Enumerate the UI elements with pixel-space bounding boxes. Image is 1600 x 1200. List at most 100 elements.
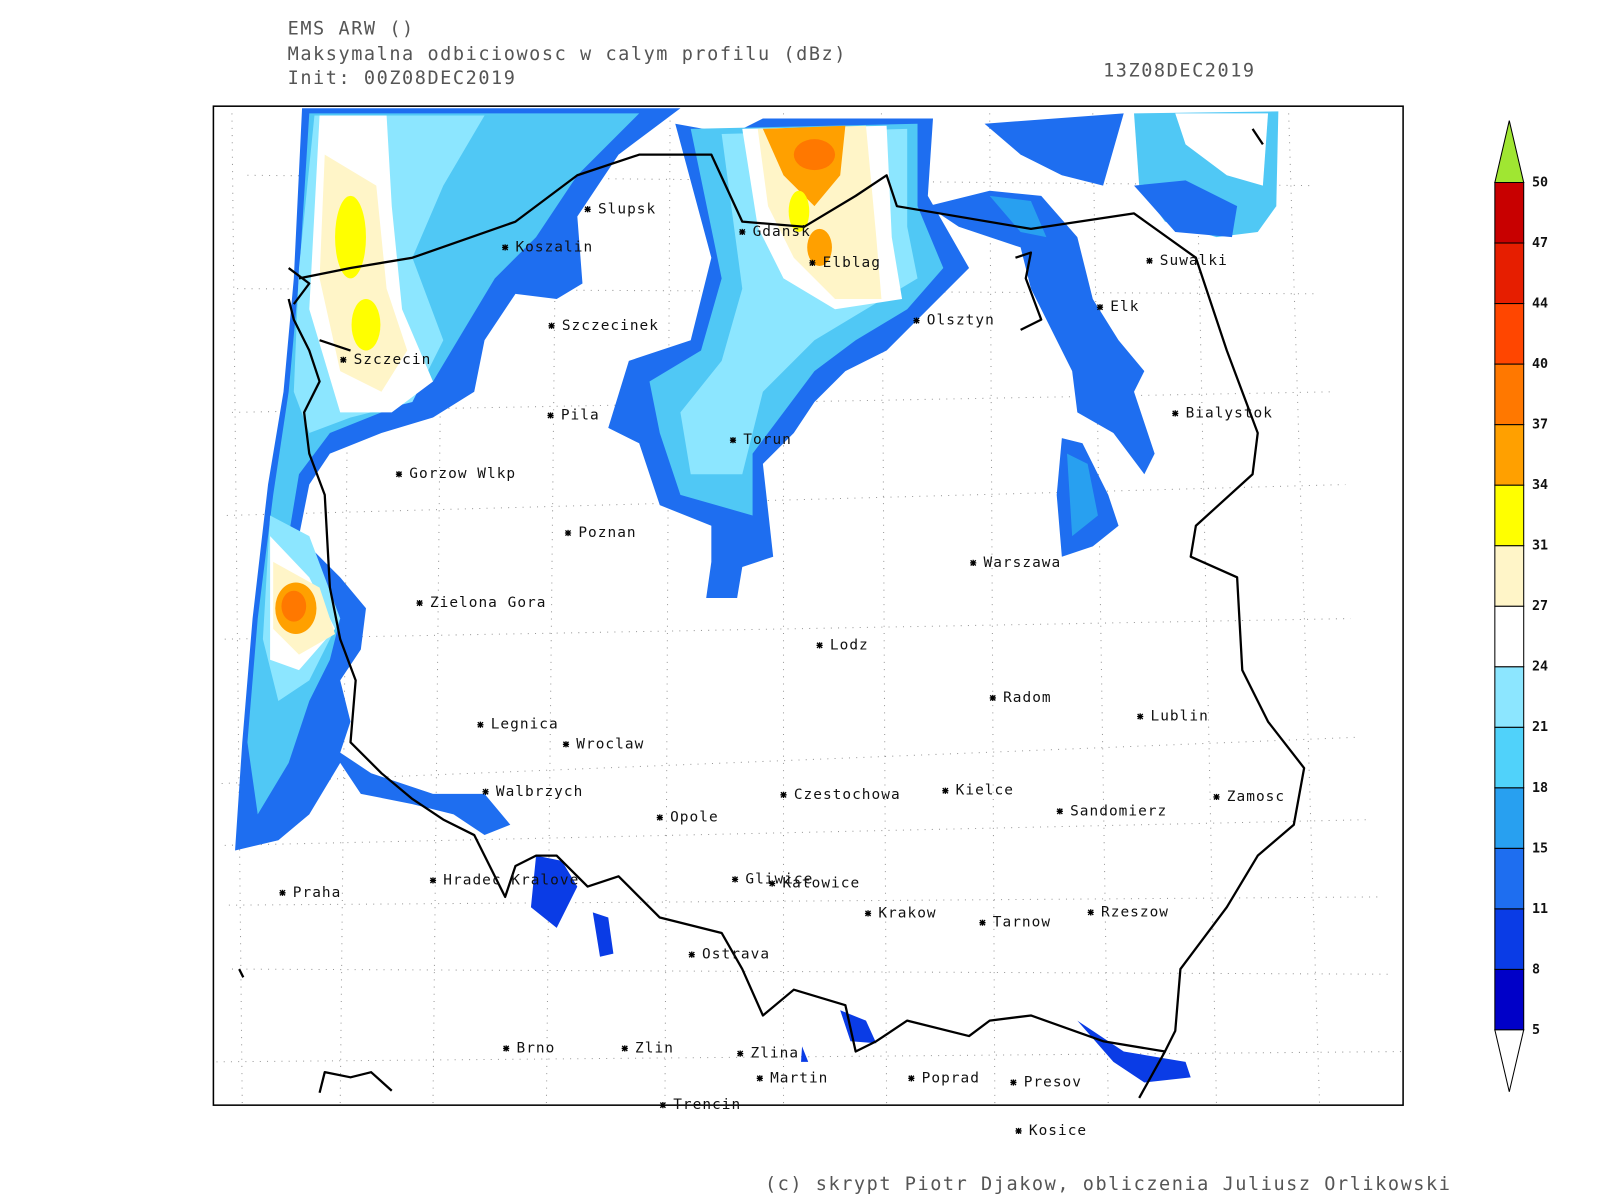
- city-marker: [979, 919, 986, 926]
- colorbar-label: 5: [1532, 1023, 1540, 1038]
- city-label: Czestochowa: [794, 787, 901, 803]
- city-marker: [1087, 909, 1094, 916]
- colorbar-label: 37: [1532, 418, 1548, 433]
- city-marker: [739, 228, 746, 236]
- city-label: Elblag: [823, 255, 881, 271]
- city-label: Warszawa: [984, 555, 1062, 571]
- city-marker: [1015, 1127, 1022, 1135]
- city-marker: [688, 951, 695, 958]
- city-marker: [1172, 410, 1179, 417]
- valid-time: 13Z08DEC2019: [1103, 61, 1256, 82]
- city-label: Bialystok: [1186, 405, 1273, 421]
- city-marker: [395, 471, 403, 478]
- city-marker: [780, 791, 787, 798]
- city-marker: [279, 889, 286, 896]
- city-marker: [809, 259, 816, 266]
- city-label: Wroclaw: [576, 736, 644, 752]
- colorbar-segment: [1494, 242, 1525, 305]
- city-label: Poprad: [922, 1070, 980, 1086]
- model-title: EMS ARW (): [288, 18, 415, 39]
- city-marker: [970, 559, 977, 566]
- city-labels: Slupsk Koszalin Gdansk Elblag Suwalki Elk Olsz…: [279, 201, 1285, 1139]
- colorbar-label: 34: [1532, 478, 1548, 493]
- city-marker: [503, 1045, 510, 1052]
- colorbar-segment: [1494, 363, 1525, 426]
- city-label: Poznan: [578, 525, 636, 541]
- city-marker: [756, 1075, 763, 1082]
- city-marker: [502, 244, 509, 251]
- city-marker: [1056, 808, 1063, 815]
- map: Slupsk Koszalin Gdansk Elblag Suwalki Elk Olsz…: [212, 105, 1404, 1139]
- city-label: Zlina: [751, 1046, 800, 1062]
- colorbar-under: [1494, 1029, 1525, 1092]
- colorbar-segment: [1494, 484, 1525, 547]
- city-marker: [769, 880, 776, 887]
- colorbar-label: 18: [1532, 781, 1548, 796]
- map-frame: [212, 105, 1404, 1106]
- city-marker: [1010, 1079, 1017, 1086]
- city-marker: [1213, 793, 1220, 800]
- colorbar-label: 24: [1532, 660, 1548, 675]
- city-marker: [477, 721, 484, 728]
- city-label: Kielce: [956, 783, 1014, 799]
- city-marker: [340, 356, 347, 363]
- city-marker: [429, 877, 437, 884]
- city-label: Zamosc: [1227, 789, 1285, 805]
- city-label: Martin: [770, 1070, 828, 1086]
- colorbar-segment: [1494, 303, 1525, 365]
- colorbar-label: 27: [1532, 599, 1548, 614]
- colorbar-segment: [1494, 605, 1525, 668]
- colorbar-segment: [1494, 666, 1525, 728]
- city-marker: [908, 1075, 915, 1082]
- city-label: Tarnow: [993, 915, 1051, 931]
- city-marker: [656, 814, 663, 821]
- city-label: Zlin: [635, 1040, 674, 1056]
- city-marker: [547, 412, 554, 419]
- colorbar-label: 8: [1532, 962, 1540, 977]
- city-label: Elk: [1110, 299, 1139, 315]
- colorbar-label: 47: [1532, 236, 1548, 251]
- init-time: Init: 00Z08DEC2019: [288, 68, 517, 89]
- reflectivity-field: [235, 108, 1279, 1083]
- city-label: Gdansk: [753, 224, 811, 240]
- city-marker: [564, 529, 572, 537]
- city-marker: [548, 322, 555, 329]
- city-marker: [737, 1050, 744, 1057]
- city-label: Praha: [293, 885, 342, 901]
- city-marker: [864, 910, 872, 917]
- colorbar-label: 15: [1532, 841, 1548, 856]
- city-marker: [621, 1045, 628, 1052]
- city-marker: [1146, 257, 1153, 264]
- city-marker: [729, 437, 737, 444]
- colorbar-label: 31: [1532, 539, 1548, 554]
- field-title: Maksymalna odbiciowosc w calym profilu (…: [288, 44, 847, 65]
- city-label: Gliwice: [745, 871, 813, 887]
- city-label: Slupsk: [598, 201, 656, 217]
- colorbar-segment: [1494, 847, 1525, 910]
- city-marker: [942, 787, 949, 794]
- colorbar-label: 50: [1532, 175, 1548, 190]
- city-marker: [482, 788, 489, 795]
- colorbar-label: 40: [1532, 357, 1548, 372]
- city-label: Walbrzych: [496, 784, 583, 800]
- city-label: Rzeszow: [1101, 904, 1169, 920]
- city-label: Gorzow Wlkp: [409, 466, 516, 482]
- city-label: Koszalin: [515, 239, 593, 255]
- colorbar-segment: [1494, 908, 1525, 970]
- city-marker: [562, 741, 570, 748]
- city-marker: [1137, 713, 1144, 720]
- city-marker: [659, 1102, 666, 1109]
- colorbar-segment: [1494, 968, 1525, 1031]
- city-label: Suwalki: [1160, 253, 1228, 269]
- colorbar-segment: [1494, 726, 1525, 789]
- city-label: Zielona Gora: [430, 595, 547, 611]
- city-label: Olsztyn: [927, 313, 995, 329]
- borders: [238, 128, 1306, 1099]
- colorbar-segment: [1494, 545, 1525, 607]
- city-label: Pila: [561, 407, 600, 423]
- city-label: Szczecinek: [562, 318, 659, 334]
- colorbar-over: [1494, 120, 1525, 183]
- city-label: Torun: [743, 432, 792, 448]
- city-label: Ostrava: [702, 947, 770, 963]
